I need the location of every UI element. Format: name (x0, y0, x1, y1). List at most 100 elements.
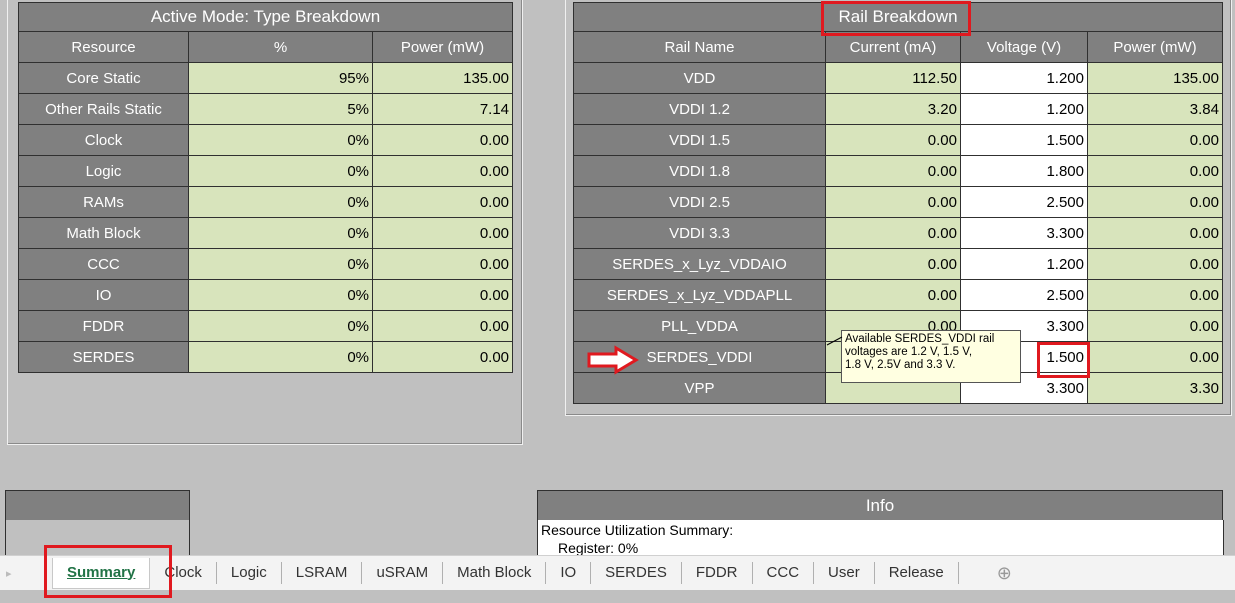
cell[interactable]: 0.00 (371, 310, 514, 342)
cell[interactable]: 1.800 (960, 155, 1088, 187)
row-label: Core Static (18, 62, 189, 94)
cell[interactable]: 0.00 (1087, 248, 1223, 280)
row-label: FDDR (18, 310, 189, 342)
row-label: Logic (18, 155, 189, 187)
cell[interactable]: 1.200 (960, 62, 1088, 94)
row-label: RAMs (18, 186, 189, 218)
data-row: VDDI 1.8 0.00 1.800 0.00 (573, 155, 1223, 187)
sheet-tabs: ▸ Summary Clock Logic LSRAM uSRAM Math Block I… (0, 555, 1235, 590)
data-row: VDDI 3.3 0.00 3.300 0.00 (573, 217, 1223, 249)
cell[interactable]: 0% (188, 341, 373, 373)
cell[interactable]: 0.00 (371, 186, 514, 218)
cell[interactable]: 0% (188, 279, 373, 311)
row-label: SERDES_x_Lyz_VDDAIO (573, 248, 826, 280)
cell[interactable]: 1.200 (960, 93, 1088, 125)
highlight-box (44, 545, 172, 598)
sheet-tab[interactable]: Release (875, 562, 959, 584)
cell[interactable]: 3.30 (1087, 372, 1223, 404)
highlight-box (821, 1, 971, 36)
cell[interactable]: 135.00 (1087, 62, 1223, 94)
cell[interactable]: 0.00 (825, 217, 961, 249)
cell[interactable]: 0.00 (371, 124, 514, 156)
cell[interactable]: 0.00 (1087, 217, 1223, 249)
header-row: Resource% Power (mW) (18, 31, 514, 63)
cell[interactable]: 0% (188, 186, 373, 218)
sheet-tab[interactable]: User (814, 562, 875, 584)
cell[interactable]: 2.500 (960, 186, 1088, 218)
cell[interactable]: 0.00 (825, 124, 961, 156)
sheet-tab[interactable]: FDDR (682, 562, 753, 584)
cell[interactable]: 0% (188, 155, 373, 187)
cell[interactable]: 0.00 (371, 341, 514, 373)
data-row: VDDI 1.5 0.00 1.500 0.00 (573, 124, 1223, 156)
left-panel (7, 0, 523, 445)
cell[interactable]: 0.00 (1087, 155, 1223, 187)
cell[interactable]: 3.84 (1087, 93, 1223, 125)
cell[interactable]: 3.300 (960, 310, 1088, 342)
sheet-tab[interactable]: Summary (52, 557, 151, 589)
cell[interactable]: 0.00 (1087, 341, 1223, 373)
sheet-tab[interactable]: CCC (753, 562, 815, 584)
scroll-arrow[interactable]: ▸ (6, 567, 12, 580)
cell[interactable]: 0.00 (371, 217, 514, 249)
row-label: SERDES (18, 341, 189, 373)
cell[interactable]: 0.00 (371, 248, 514, 280)
data-row: FDDR 0% 0.00 (18, 310, 514, 342)
sheet-tab[interactable]: Math Block (443, 562, 547, 584)
info-line: Register: 0% (558, 540, 639, 556)
sheet-tab[interactable]: Clock (150, 562, 217, 584)
comment-line: voltages are 1.2 V, 1.5 V, (845, 346, 973, 358)
cell[interactable]: 0.00 (1087, 310, 1223, 342)
row-label: SERDES_x_Lyz_VDDAPLL (573, 279, 826, 311)
right-panel (565, 0, 1232, 416)
cell[interactable]: 7.14 (371, 93, 514, 125)
sheet-tab[interactable]: LSRAM (282, 562, 363, 584)
cell[interactable]: 0.00 (1087, 186, 1223, 218)
arrow (587, 345, 639, 375)
data-row: IO 0% 0.00 (18, 279, 514, 311)
cell[interactable]: 135.00 (371, 62, 514, 94)
add-sheet[interactable]: ⊕ (996, 562, 1012, 583)
cell[interactable]: 0.00 (1087, 124, 1223, 156)
info-body: Resource Utilization Summary: Register: … (537, 520, 1224, 556)
data-row: Core Static 95% 135.00 (18, 62, 514, 94)
column-header: Resource (18, 31, 189, 63)
cell[interactable]: 0.00 (825, 155, 961, 187)
table-title: Active Mode: Type Breakdown (17, 2, 514, 32)
cell-comment: Available SERDES_VDDI rail voltages are 1… (841, 330, 1021, 383)
row-label: VDDI 1.2 (573, 93, 826, 125)
cell[interactable]: 3.20 (825, 93, 961, 125)
cell[interactable]: 0.00 (825, 279, 961, 311)
sheet-tab[interactable]: SERDES (591, 562, 682, 584)
cell[interactable]: 112.50 (825, 62, 961, 94)
cell[interactable]: 3.300 (960, 217, 1088, 249)
cell[interactable]: 0% (188, 124, 373, 156)
cell[interactable]: 1.200 (960, 248, 1088, 280)
connector-line (826, 336, 843, 346)
sheet-tab[interactable]: IO (546, 562, 592, 584)
box-header (5, 490, 190, 521)
cell[interactable]: 2.500 (960, 279, 1088, 311)
cell[interactable]: 0.00 (1087, 279, 1223, 311)
sheet-tab[interactable]: Logic (217, 562, 282, 584)
row-label: VDD (573, 62, 826, 94)
sheet-tab[interactable]: uSRAM (362, 562, 444, 584)
cell[interactable]: 0.00 (825, 248, 961, 280)
comment-line: Available SERDES_VDDI rail (845, 333, 995, 345)
type-table: Active Mode: Type Breakdown Resource% Powe… (17, 2, 514, 373)
row-label: VDDI 2.5 (573, 186, 826, 218)
cell[interactable]: 95% (188, 62, 373, 94)
cell[interactable]: 0% (188, 217, 373, 249)
cell[interactable]: 0% (188, 310, 373, 342)
cell[interactable]: 5% (188, 93, 373, 125)
highlight-box (1037, 342, 1090, 378)
data-row: Math Block 0% 0.00 (18, 217, 514, 249)
cell[interactable]: 0.00 (371, 279, 514, 311)
row-label: VDDI 1.8 (573, 155, 826, 187)
cell[interactable]: 0.00 (371, 155, 514, 187)
cell[interactable]: 0.00 (825, 186, 961, 218)
cell[interactable]: 0% (188, 248, 373, 280)
row-label: Other Rails Static (18, 93, 189, 125)
cell[interactable]: 1.500 (960, 124, 1088, 156)
